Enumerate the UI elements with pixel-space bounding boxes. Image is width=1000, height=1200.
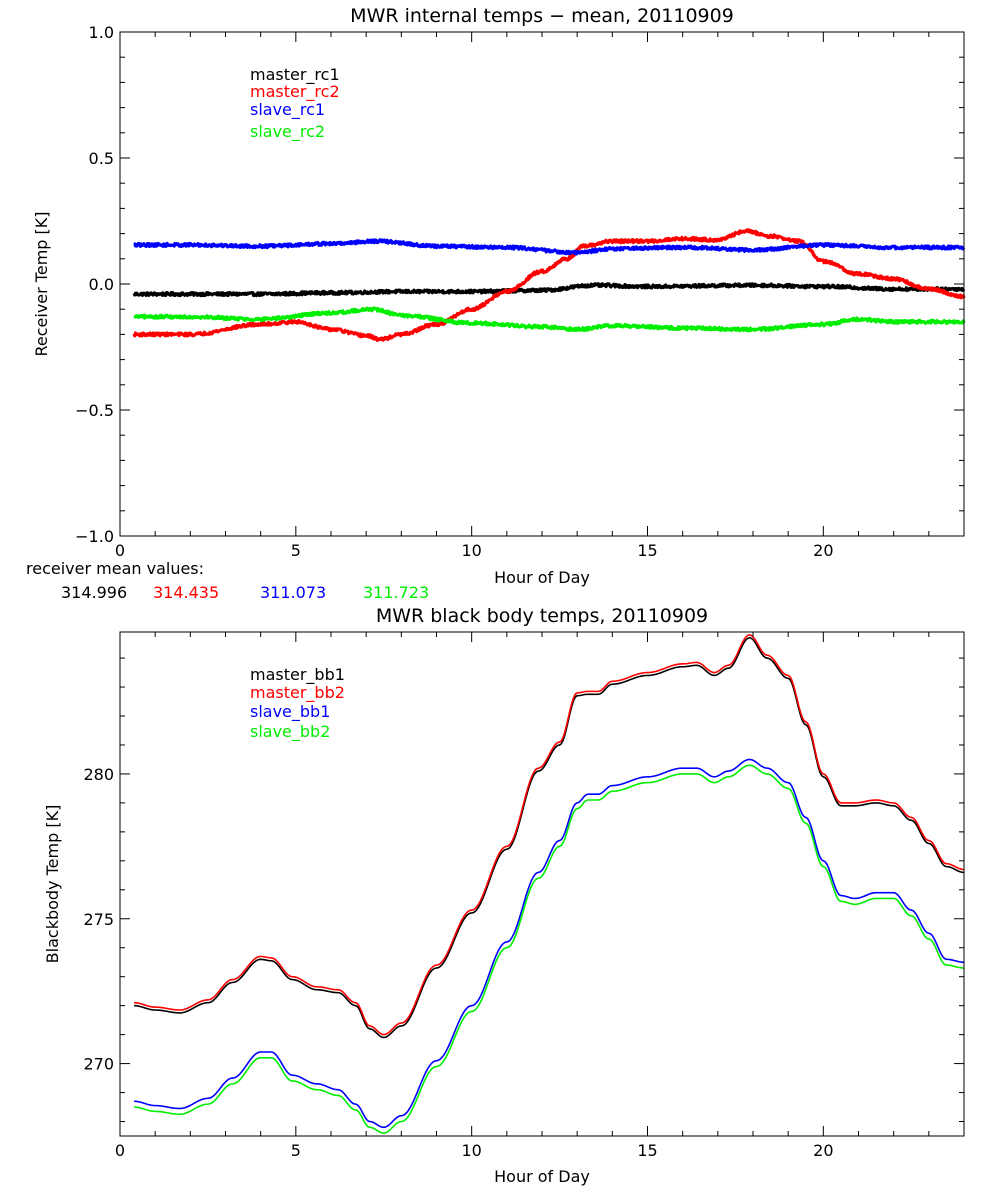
axes: 0 5 10 15 20 −1.0 −0.5 0.0 0.5 1.0 <box>75 23 965 560</box>
x-tick-label: 10 <box>461 1141 481 1160</box>
y-tick-label: −0.5 <box>75 401 114 420</box>
receiver-mean-value: 314.996 <box>61 583 127 602</box>
legend-entry: master_rc2 <box>250 82 340 102</box>
series-line-master_rc2 <box>132 228 966 343</box>
x-tick-label: 15 <box>637 541 657 560</box>
x-axis-label: Hour of Day <box>494 1167 590 1186</box>
axes: 0 5 10 15 20 270 275 280 <box>83 632 965 1160</box>
receiver-mean-value: 314.435 <box>153 583 219 602</box>
series-line-slave_rc1 <box>133 238 966 256</box>
receiver-mean-annotation: receiver mean values: 314.996 314.435 31… <box>26 559 429 602</box>
x-tick-label: 15 <box>637 1141 657 1160</box>
chart-title: MWR internal temps − mean, 20110909 <box>350 5 734 27</box>
legend-entry: master_bb2 <box>250 683 345 703</box>
y-tick-label: 0.5 <box>89 149 114 168</box>
receiver-mean-value: 311.073 <box>260 583 326 602</box>
series-lines <box>132 228 966 343</box>
y-axis-label: Blackbody Temp [K] <box>43 805 62 964</box>
y-tick-label: 275 <box>83 910 114 929</box>
y-tick-label: 1.0 <box>89 23 114 42</box>
legend: master_bb1 master_bb2 slave_bb1 slave_bb… <box>250 665 345 742</box>
x-tick-label: 0 <box>115 541 125 560</box>
series-line-master_bb1 <box>134 636 965 1039</box>
x-tick-label: 20 <box>813 541 833 560</box>
series-line-slave_bb2 <box>134 764 965 1134</box>
x-tick-label: 0 <box>115 1141 125 1160</box>
x-tick-label: 20 <box>813 1141 833 1160</box>
legend-entry: slave_rc2 <box>250 122 325 142</box>
legend: master_rc1 master_rc2 slave_rc1 slave_rc… <box>250 65 340 142</box>
y-tick-label: 0.0 <box>89 275 114 294</box>
series-lines <box>134 634 965 1134</box>
y-axis-label: Receiver Temp [K] <box>32 211 51 356</box>
series-line-master_rc1 <box>132 282 966 298</box>
series-line-slave_rc2 <box>133 306 966 333</box>
receiver-temps-panel: 0 5 10 15 20 −1.0 −0.5 0.0 0.5 1.0 MWR internal t… <box>32 5 966 587</box>
legend-entry: slave_rc1 <box>250 100 325 120</box>
legend-entry: slave_bb2 <box>250 722 330 742</box>
series-line-slave_bb1 <box>134 758 965 1129</box>
x-axis-label: Hour of Day <box>494 568 590 587</box>
receiver-mean-label: receiver mean values: <box>26 559 204 578</box>
y-tick-label: 270 <box>83 1055 114 1074</box>
x-tick-label: 10 <box>461 541 481 560</box>
x-tick-label: 5 <box>291 541 301 560</box>
legend-entry: master_rc1 <box>250 65 340 85</box>
blackbody-temps-panel: 0 5 10 15 20 270 275 280 MWR black body temps, … <box>43 605 965 1186</box>
series-line-master_bb2 <box>134 634 965 1036</box>
y-tick-label: −1.0 <box>75 527 114 546</box>
x-tick-label: 5 <box>291 1141 301 1160</box>
y-tick-label: 280 <box>83 765 114 784</box>
legend-entry: slave_bb1 <box>250 702 330 722</box>
receiver-mean-value: 311.723 <box>363 583 429 602</box>
legend-entry: master_bb1 <box>250 665 345 685</box>
chart-title: MWR black body temps, 20110909 <box>376 605 708 627</box>
